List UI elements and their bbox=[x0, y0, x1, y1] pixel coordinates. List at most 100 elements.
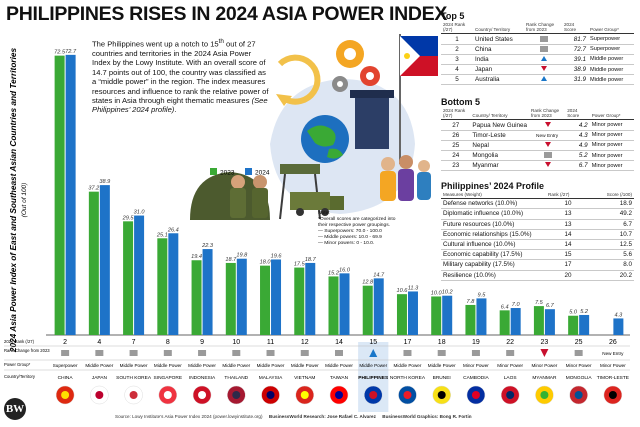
bar-2024 bbox=[99, 185, 110, 335]
no-change-icon bbox=[266, 350, 275, 356]
bar-2023 bbox=[54, 55, 65, 336]
power-group-label: Middle Power bbox=[359, 363, 387, 368]
score-cell: 12.5 bbox=[590, 239, 634, 251]
power-group-label: Middle Power bbox=[394, 363, 422, 368]
change-cell bbox=[524, 74, 562, 86]
bar-2023 bbox=[123, 221, 134, 335]
table-row: Future resources (10.0%) 13 6.7 bbox=[441, 219, 634, 230]
power-group-label: Middle Power bbox=[291, 363, 319, 368]
score-cell: 18.9 bbox=[590, 198, 634, 210]
score-cell: 39.1 bbox=[562, 54, 588, 65]
score-cell: 10.7 bbox=[590, 229, 634, 240]
rank-cell: 1 bbox=[441, 33, 473, 45]
arrow-up-icon bbox=[541, 55, 547, 61]
legend-swatch-2023 bbox=[210, 168, 217, 175]
bar-2024 bbox=[271, 259, 282, 335]
legend-swatch-2024 bbox=[245, 168, 252, 175]
group-cell: Minor power bbox=[589, 140, 634, 151]
row-label-country: Country/Territory bbox=[4, 374, 36, 379]
rank-cell: 13 bbox=[546, 208, 590, 220]
country-label: MONGOLIA bbox=[566, 375, 593, 381]
table-row: 27 Papua New Guinea 4.2 Minor power bbox=[441, 119, 634, 131]
change-text: New Entry bbox=[536, 133, 559, 139]
graphics-credit: BusinessWorld Graphics: Bong R. Fortin bbox=[382, 414, 472, 419]
country-label: CAMBODIA bbox=[463, 375, 489, 381]
philippine-flag-icon bbox=[399, 34, 438, 164]
flag-icon bbox=[603, 385, 623, 405]
change-label: New Entry bbox=[602, 351, 624, 356]
rank-label: 22 bbox=[506, 339, 514, 346]
rank-cell: 24 bbox=[441, 150, 471, 162]
data-label-2023: 18.7 bbox=[225, 257, 237, 263]
score-cell: 8.0 bbox=[590, 259, 634, 271]
bar-2023 bbox=[431, 296, 442, 335]
flag-icon bbox=[329, 385, 349, 405]
rank-cell: 23 bbox=[441, 160, 471, 172]
rank-label: 7 bbox=[132, 339, 136, 346]
data-label-2023: 6.4 bbox=[501, 304, 509, 310]
country-cell: Papua New Guinea bbox=[470, 119, 529, 131]
group-cell: Superpower bbox=[588, 33, 634, 45]
no-change-icon bbox=[544, 152, 553, 159]
bar-2024 bbox=[476, 298, 487, 335]
measure-cell: Economic relationships (15.0%) bbox=[441, 229, 546, 240]
no-change-icon bbox=[403, 350, 412, 356]
country-label: PHILIPPINES bbox=[358, 375, 389, 381]
top5-title: Top 5 bbox=[441, 11, 465, 21]
cycle-arrow-icon bbox=[277, 54, 321, 105]
data-label-2024: 16.0 bbox=[339, 267, 351, 273]
top5-panel: Top 5 2024 Rank (/27) Country/ Territory… bbox=[441, 11, 634, 86]
measure-cell: Military capability (17.5%) bbox=[441, 259, 546, 271]
research-credit: BusinessWorld Research: Jose Rafael C. A… bbox=[268, 414, 376, 419]
col-header: Rank Change from 2023 bbox=[529, 107, 566, 121]
profile-table: Measures (Weight) Rank (/27) Score (/100… bbox=[441, 191, 634, 281]
bar-2023 bbox=[88, 191, 99, 335]
rank-label: 12 bbox=[301, 339, 309, 346]
no-change-icon bbox=[335, 350, 343, 356]
gear-icon bbox=[332, 76, 348, 92]
bottom5-title: Bottom 5 bbox=[441, 97, 480, 107]
data-label-2023: 17.5 bbox=[294, 262, 306, 268]
measure-cell: Economic capability (17.5%) bbox=[441, 249, 546, 261]
score-cell: 31.9 bbox=[562, 74, 588, 86]
country-cell: Myanmar bbox=[470, 160, 529, 172]
rank-label: 10 bbox=[232, 339, 240, 346]
col-header: 2024 Score bbox=[562, 21, 588, 35]
flag-icon bbox=[124, 385, 143, 405]
bar-2023 bbox=[533, 306, 544, 335]
col-header: Measures (Weight) bbox=[441, 191, 546, 200]
no-change-icon bbox=[61, 350, 70, 356]
rank-cell: 14 bbox=[546, 239, 590, 251]
no-change-icon bbox=[437, 350, 446, 356]
data-label-2023: 19.4 bbox=[191, 254, 202, 260]
rank-cell: 26 bbox=[441, 130, 471, 141]
no-change-icon bbox=[300, 350, 309, 356]
power-group-label: Minor Power bbox=[600, 363, 626, 368]
score-cell: 20.2 bbox=[590, 270, 634, 281]
legend-label-2023: 2023 bbox=[220, 170, 235, 177]
country-label: CHINA bbox=[58, 375, 74, 381]
flag-icon bbox=[398, 385, 417, 405]
col-header: Power Group* bbox=[589, 107, 634, 121]
table-row: 4 Japan 38.9 Middle power bbox=[441, 64, 634, 76]
bar-2024 bbox=[236, 258, 247, 335]
data-label-2024: 7.0 bbox=[512, 302, 521, 308]
note-title: Note: bbox=[318, 211, 330, 216]
country-label: THAILAND bbox=[224, 375, 248, 381]
bar-2024 bbox=[305, 262, 316, 335]
bar-2024 bbox=[168, 233, 179, 335]
flag-icon bbox=[192, 385, 212, 405]
table-row: 23 Myanmar 6.7 Minor power bbox=[441, 160, 634, 172]
measure-cell: Cultural influence (10.0%) bbox=[441, 239, 546, 251]
arrow-down-icon bbox=[540, 349, 549, 357]
profile-title: Philippines’ 2024 Profile bbox=[441, 181, 545, 191]
country-label: TIMOR-LESTE bbox=[597, 375, 629, 381]
no-change-icon bbox=[471, 350, 480, 356]
score-cell: 4.9 bbox=[565, 140, 590, 151]
flag-icon bbox=[535, 385, 554, 405]
score-cell: 72.7 bbox=[562, 44, 588, 55]
country-cell: Australia bbox=[473, 74, 524, 86]
source-text: Source: Lowy Institute’s Asia Power Inde… bbox=[115, 414, 263, 419]
bar-2024 bbox=[202, 249, 213, 335]
data-label-2024: 9.5 bbox=[478, 292, 487, 298]
